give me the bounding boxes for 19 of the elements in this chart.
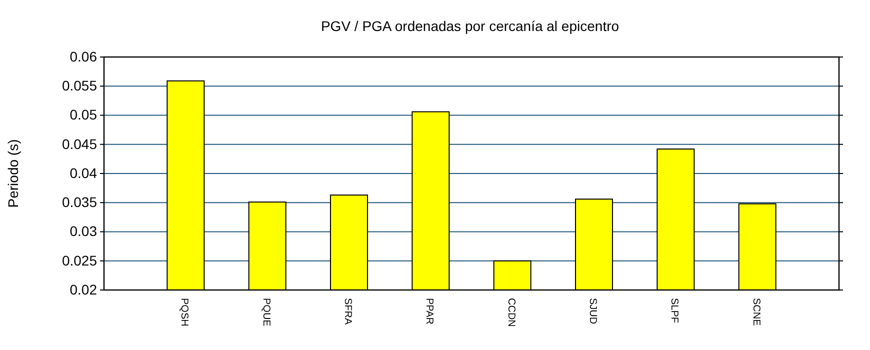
y-tick-label: 0.04 [70,164,98,181]
y-axis-title: Periodo (s) [5,139,21,208]
chart-title: PGV / PGA ordenadas por cercanía al epicentro [320,18,620,34]
x-tick-label: PPAR [424,298,435,324]
y-tick-label: 0.055 [62,78,98,94]
x-tick-label: SCNE [750,298,762,326]
x-tick-label: PQUE [260,298,272,327]
x-tick-label: SJUD [587,298,598,324]
y-tick-label: 0.035 [62,194,98,210]
x-tick-label: CCDN [505,298,516,327]
y-tick-label: 0.02 [70,281,98,298]
y-tick-label: 0.05 [70,106,98,123]
y-tick-label: 0.03 [70,223,98,240]
x-tick-label: SLPF [668,298,680,324]
x-tick-label: SFRA [342,298,353,325]
y-tick-label: 0.025 [62,252,98,268]
x-tick-label: PQSH [178,298,190,326]
y-tick-label: 0.045 [62,136,98,152]
y-tick-label: 0.06 [70,48,98,64]
